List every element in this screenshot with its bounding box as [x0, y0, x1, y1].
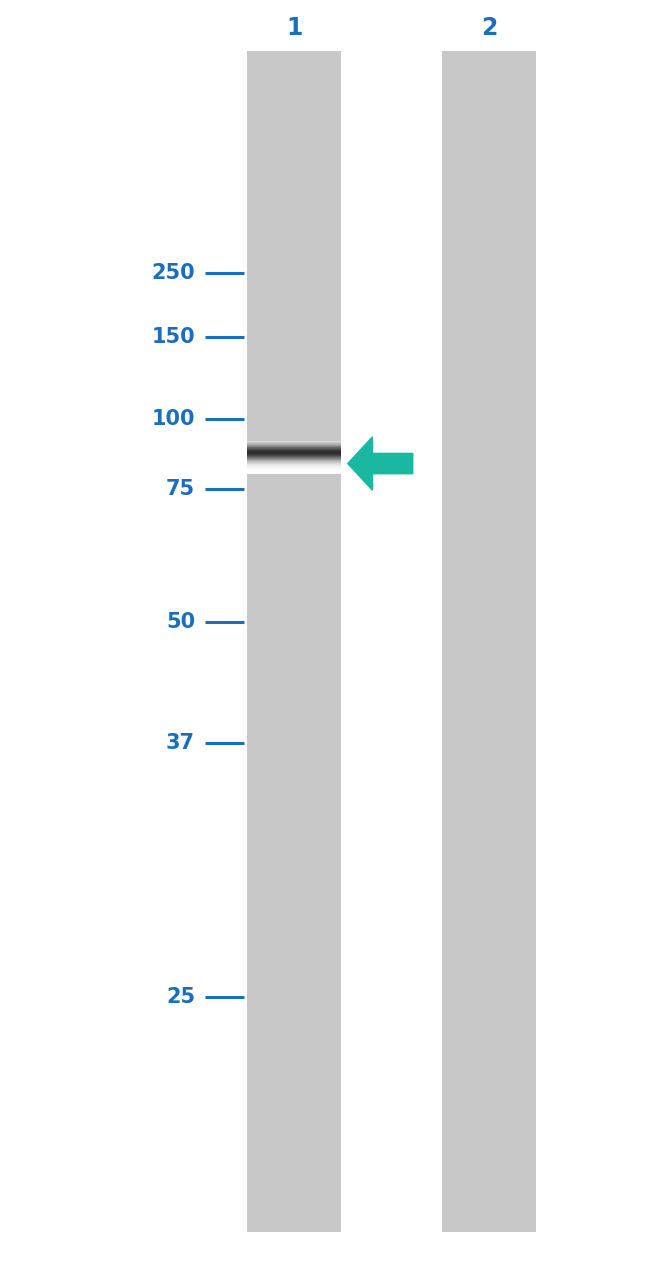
Text: 1: 1 — [286, 17, 302, 39]
Bar — [247, 51, 341, 1232]
Text: 150: 150 — [151, 326, 195, 347]
Text: 50: 50 — [166, 612, 195, 632]
Text: 75: 75 — [166, 479, 195, 499]
Text: 25: 25 — [166, 987, 195, 1007]
Bar — [442, 51, 536, 1232]
Text: 37: 37 — [166, 733, 195, 753]
Text: 2: 2 — [481, 17, 497, 39]
Text: 100: 100 — [151, 409, 195, 429]
FancyArrow shape — [348, 437, 413, 490]
Text: 250: 250 — [151, 263, 195, 283]
